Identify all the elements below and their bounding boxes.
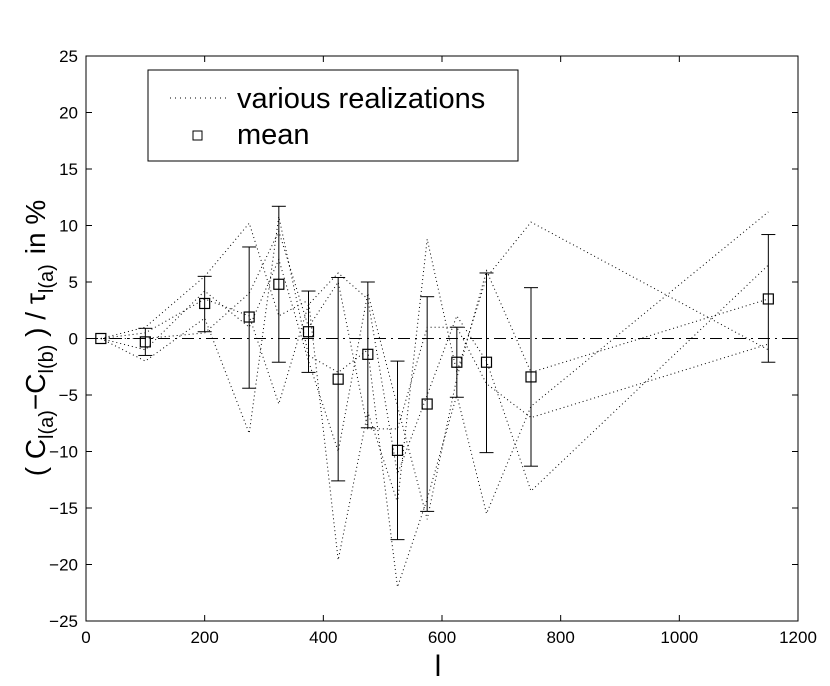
- y-tick-label: 5: [69, 273, 78, 292]
- x-tick-label: 1200: [779, 628, 817, 647]
- y-tick-label: −15: [49, 499, 78, 518]
- realization-lines: [100, 211, 769, 588]
- y-axis-title-sub-b: l(b): [36, 345, 58, 374]
- realization-line-1: [100, 221, 769, 561]
- mean-marker: [332, 373, 344, 385]
- x-tick-label: 400: [309, 628, 337, 647]
- axis-ticks: [85, 55, 799, 622]
- mean-marker: [243, 311, 255, 323]
- mean-marker: [95, 332, 107, 345]
- y-tick-label: −20: [49, 556, 78, 575]
- realization-line-2: [100, 211, 769, 588]
- x-axis-title: l: [435, 650, 442, 683]
- mean-markers: [95, 278, 774, 456]
- x-tick-label: 0: [81, 628, 90, 647]
- y-axis-title-mid: ) / τ: [20, 293, 51, 345]
- legend-square-marker-swatch: [192, 130, 203, 141]
- mean-error-bars: [138, 205, 776, 541]
- y-axis-title: ( Cl(a)−Cl(b) ) / τl(a)in %: [20, 200, 58, 477]
- x-tick-labels: 0 200 400 600 800 1000 1200: [81, 628, 817, 647]
- mean-marker: [362, 348, 374, 360]
- mean-marker: [421, 398, 433, 410]
- y-tick-label: 15: [59, 160, 78, 179]
- y-axis-title-sub-a: l(a): [36, 410, 58, 439]
- y-axis-title-prefix: ( C: [20, 439, 51, 476]
- legend: various realizations mean: [147, 69, 519, 162]
- y-tick-label: 25: [59, 47, 78, 66]
- realization-line-3: [100, 264, 769, 492]
- realization-line-5: [100, 229, 769, 430]
- mean-marker: [391, 444, 404, 456]
- mean-marker: [273, 278, 285, 290]
- y-axis-title-minus: −C: [20, 373, 51, 410]
- legend-label-mean: mean: [237, 119, 310, 151]
- x-tick-label: 600: [428, 628, 456, 647]
- y-axis-title-suffix: in %: [20, 200, 51, 254]
- legend-box: [147, 69, 519, 162]
- y-axis-title-sub-tau: l(a): [36, 264, 58, 293]
- mean-marker: [139, 336, 151, 348]
- legend-label-realizations: various realizations: [237, 83, 485, 115]
- y-tick-label: −25: [49, 612, 78, 631]
- y-tick-label: −5: [59, 386, 78, 405]
- y-tick-label: 0: [69, 330, 78, 349]
- x-tick-label: 200: [190, 628, 218, 647]
- mean-marker: [199, 297, 211, 310]
- y-tick-labels: −25 −20 −15 −10 −5 0 5 10 15 20 25: [49, 47, 78, 631]
- x-tick-label: 1000: [660, 628, 698, 647]
- mean-marker: [480, 356, 493, 368]
- mean-marker: [451, 356, 463, 368]
- y-tick-label: 20: [59, 104, 78, 123]
- mean-marker: [302, 326, 315, 338]
- y-tick-label: −10: [49, 443, 78, 462]
- mean-marker: [525, 371, 537, 383]
- mean-marker: [762, 293, 774, 305]
- x-tick-label: 800: [546, 628, 574, 647]
- y-tick-label: 10: [59, 217, 78, 236]
